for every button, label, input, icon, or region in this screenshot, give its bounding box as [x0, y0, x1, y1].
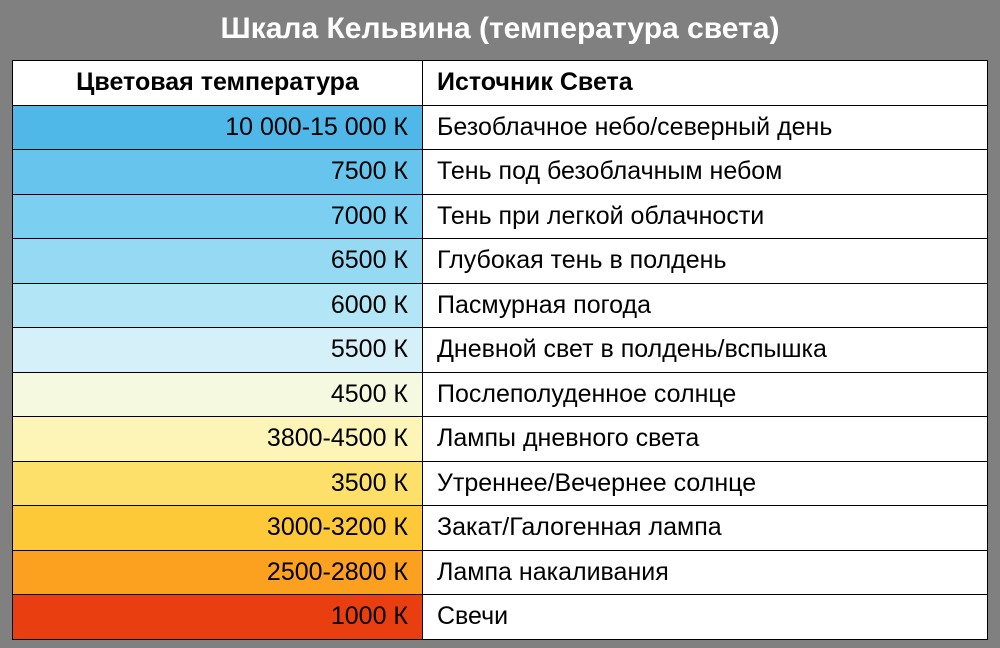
cell-temperature: 2500-2800 К — [13, 550, 423, 595]
cell-source: Тень под безоблачным небом — [423, 150, 988, 195]
table-row: 7500 К Тень под безоблачным небом — [13, 150, 988, 195]
col-header-temperature: Цветовая температура — [13, 61, 423, 106]
table-header-row: Цветовая температура Источник Света — [13, 61, 988, 106]
cell-temperature: 4500 К — [13, 372, 423, 417]
table-row: 4500 К Послеполуденное солнце — [13, 372, 988, 417]
table-row: 2500-2800 К Лампа накаливания — [13, 550, 988, 595]
cell-temperature: 6500 К — [13, 239, 423, 284]
page-title: Шкала Кельвина (температура света) — [221, 12, 780, 46]
cell-temperature: 5500 К — [13, 328, 423, 373]
cell-source: Тень при легкой облачности — [423, 194, 988, 239]
table-row: 5500 К Дневной свет в полдень/вспышка — [13, 328, 988, 373]
cell-source: Закат/Галогенная лампа — [423, 506, 988, 551]
table-row: 1000 К Свечи — [13, 595, 988, 640]
cell-source: Дневной свет в полдень/вспышка — [423, 328, 988, 373]
table-row: 6000 К Пасмурная погода — [13, 283, 988, 328]
cell-temperature: 1000 К — [13, 595, 423, 640]
table-row: 6500 К Глубокая тень в полдень — [13, 239, 988, 284]
cell-source: Глубокая тень в полдень — [423, 239, 988, 284]
cell-temperature: 7500 К — [13, 150, 423, 195]
cell-temperature: 3500 К — [13, 461, 423, 506]
table-row: 3500 К Утреннее/Вечернее солнце — [13, 461, 988, 506]
table-row: 3800-4500 К Лампы дневного света — [13, 417, 988, 462]
cell-source: Пасмурная погода — [423, 283, 988, 328]
cell-source: Лампа накаливания — [423, 550, 988, 595]
cell-source: Свечи — [423, 595, 988, 640]
kelvin-table: Цветовая температура Источник Света 10 0… — [12, 60, 988, 640]
cell-temperature: 7000 К — [13, 194, 423, 239]
cell-source: Лампы дневного света — [423, 417, 988, 462]
table-row: 7000 К Тень при легкой облачности — [13, 194, 988, 239]
cell-source: Послеполуденное солнце — [423, 372, 988, 417]
table-row: 3000-3200 К Закат/Галогенная лампа — [13, 506, 988, 551]
col-header-source: Источник Света — [423, 61, 988, 106]
cell-temperature: 10 000-15 000 К — [13, 105, 423, 150]
table-row: 10 000-15 000 К Безоблачное небо/северны… — [13, 105, 988, 150]
cell-temperature: 3800-4500 К — [13, 417, 423, 462]
cell-temperature: 3000-3200 К — [13, 506, 423, 551]
cell-temperature: 6000 К — [13, 283, 423, 328]
cell-source: Безоблачное небо/северный день — [423, 105, 988, 150]
table-body: 10 000-15 000 К Безоблачное небо/северны… — [13, 105, 988, 639]
cell-source: Утреннее/Вечернее солнце — [423, 461, 988, 506]
